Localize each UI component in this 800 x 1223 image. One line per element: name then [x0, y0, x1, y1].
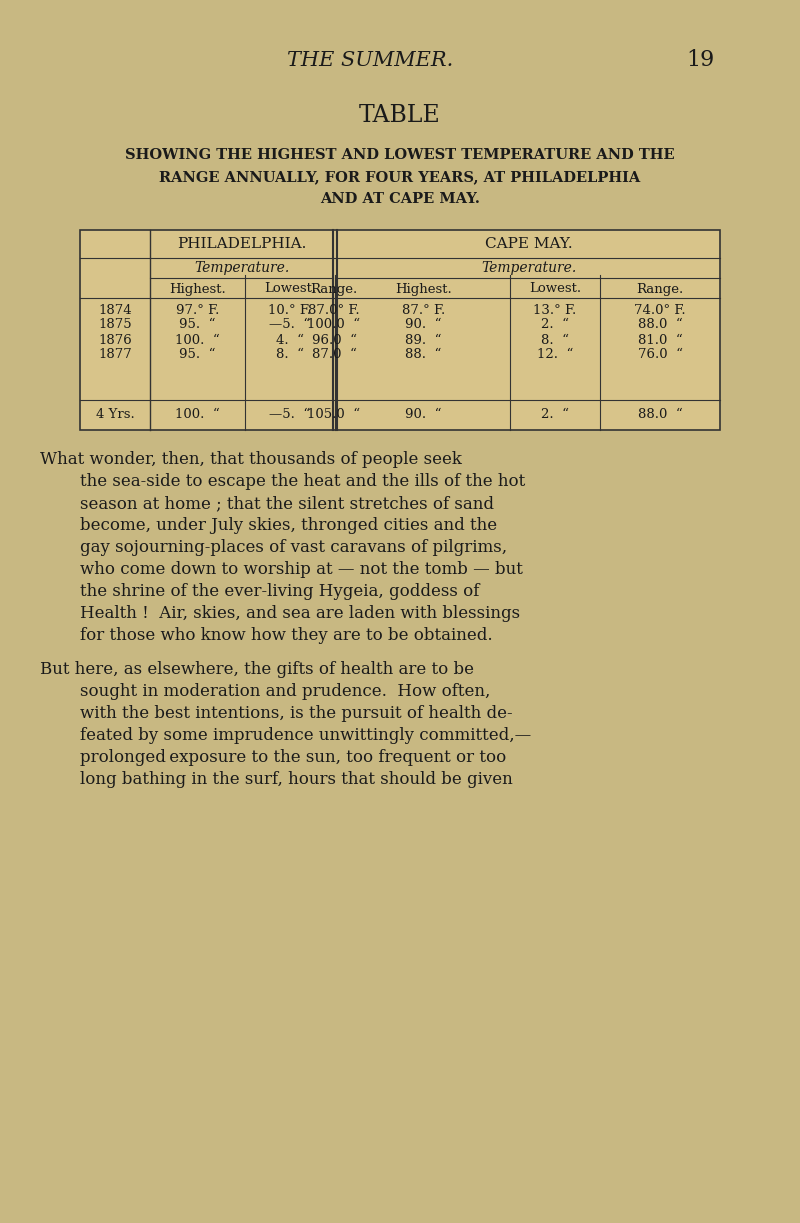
- Text: feated by some imprudence unwittingly committed,—: feated by some imprudence unwittingly co…: [80, 728, 531, 745]
- Text: 95.  “: 95. “: [179, 349, 216, 362]
- Text: who come down to worship at — not the tomb — but: who come down to worship at — not the to…: [80, 561, 523, 578]
- Text: Lowest.: Lowest.: [264, 283, 316, 296]
- Text: 4 Yrs.: 4 Yrs.: [96, 408, 134, 422]
- Text: CAPE MAY.: CAPE MAY.: [485, 237, 572, 251]
- Text: Temperature.: Temperature.: [194, 260, 289, 275]
- Text: 8.  “: 8. “: [276, 349, 304, 362]
- Text: 100.0  “: 100.0 “: [307, 318, 361, 331]
- Text: Lowest.: Lowest.: [529, 283, 581, 296]
- Text: for those who know how they are to be obtained.: for those who know how they are to be ob…: [80, 627, 493, 645]
- Text: 4.  “: 4. “: [276, 334, 304, 346]
- Text: 100.  “: 100. “: [175, 408, 220, 422]
- Text: Health !  Air, skies, and sea are laden with blessings: Health ! Air, skies, and sea are laden w…: [80, 605, 520, 623]
- Text: 1876: 1876: [98, 334, 132, 346]
- Text: 89.  “: 89. “: [406, 334, 442, 346]
- Text: 97.° F.: 97.° F.: [176, 303, 219, 317]
- Text: 10.° F.: 10.° F.: [269, 303, 311, 317]
- Text: RANGE ANNUALLY, FOR FOUR YEARS, AT PHILADELPHIA: RANGE ANNUALLY, FOR FOUR YEARS, AT PHILA…: [159, 170, 641, 183]
- Text: —5.  “: —5. “: [270, 318, 310, 331]
- Text: 105.0  “: 105.0 “: [307, 408, 361, 422]
- Text: 87.0  “: 87.0 “: [311, 349, 357, 362]
- Text: SHOWING THE HIGHEST AND LOWEST TEMPERATURE AND THE: SHOWING THE HIGHEST AND LOWEST TEMPERATU…: [125, 148, 675, 161]
- Text: 88.  “: 88. “: [406, 349, 442, 362]
- Text: 1875: 1875: [98, 318, 132, 331]
- Text: 19: 19: [686, 49, 714, 71]
- Text: AND AT CAPE MAY.: AND AT CAPE MAY.: [320, 192, 480, 205]
- Text: become, under July skies, thronged cities and the: become, under July skies, thronged citie…: [80, 517, 497, 534]
- Text: long bathing in the surf, hours that should be given: long bathing in the surf, hours that sho…: [80, 772, 513, 789]
- Bar: [80, 230, 720, 430]
- Text: sought in moderation and prudence.  How often,: sought in moderation and prudence. How o…: [80, 684, 490, 701]
- Text: 2.  “: 2. “: [541, 408, 569, 422]
- Text: 74.0° F.: 74.0° F.: [634, 303, 686, 317]
- Text: 1877: 1877: [98, 349, 132, 362]
- Text: PHILADELPHIA.: PHILADELPHIA.: [177, 237, 306, 251]
- Text: 2.  “: 2. “: [541, 318, 569, 331]
- Text: 12.  “: 12. “: [537, 349, 573, 362]
- Text: Temperature.: Temperature.: [481, 260, 576, 275]
- Text: What wonder, then, that thousands of people seek: What wonder, then, that thousands of peo…: [40, 451, 462, 468]
- Text: 90.  “: 90. “: [406, 318, 442, 331]
- Text: 90.  “: 90. “: [406, 408, 442, 422]
- Text: 76.0  “: 76.0 “: [638, 349, 682, 362]
- Text: Range.: Range.: [636, 283, 684, 296]
- Text: 13.° F.: 13.° F.: [534, 303, 577, 317]
- Text: gay sojourning-places of vast caravans of pilgrims,: gay sojourning-places of vast caravans o…: [80, 539, 507, 556]
- Text: —5.  “: —5. “: [270, 408, 310, 422]
- Text: Range.: Range.: [310, 283, 358, 296]
- Text: prolonged exposure to the sun, too frequent or too: prolonged exposure to the sun, too frequ…: [80, 750, 506, 767]
- Text: 95.  “: 95. “: [179, 318, 216, 331]
- Text: Highest.: Highest.: [169, 283, 226, 296]
- Text: TABLE: TABLE: [359, 104, 441, 126]
- Text: 1874: 1874: [98, 303, 132, 317]
- Text: But here, as elsewhere, the gifts of health are to be: But here, as elsewhere, the gifts of hea…: [40, 662, 474, 679]
- Text: 87.° F.: 87.° F.: [402, 303, 445, 317]
- Text: with the best intentions, is the pursuit of health de-: with the best intentions, is the pursuit…: [80, 706, 513, 723]
- Text: 96.0  “: 96.0 “: [311, 334, 357, 346]
- Text: THE SUMMER.: THE SUMMER.: [287, 50, 453, 70]
- Text: 88.0  “: 88.0 “: [638, 318, 682, 331]
- Text: 88.0  “: 88.0 “: [638, 408, 682, 422]
- Text: Highest.: Highest.: [395, 283, 452, 296]
- Text: 87.0° F.: 87.0° F.: [308, 303, 360, 317]
- Text: season at home ; that the silent stretches of sand: season at home ; that the silent stretch…: [80, 495, 494, 512]
- Text: 81.0  “: 81.0 “: [638, 334, 682, 346]
- Text: the shrine of the ever-living Hygeia, goddess of: the shrine of the ever-living Hygeia, go…: [80, 583, 479, 600]
- Text: 100.  “: 100. “: [175, 334, 220, 346]
- Text: 8.  “: 8. “: [541, 334, 569, 346]
- Text: the sea-side to escape the heat and the ills of the hot: the sea-side to escape the heat and the …: [80, 473, 526, 490]
